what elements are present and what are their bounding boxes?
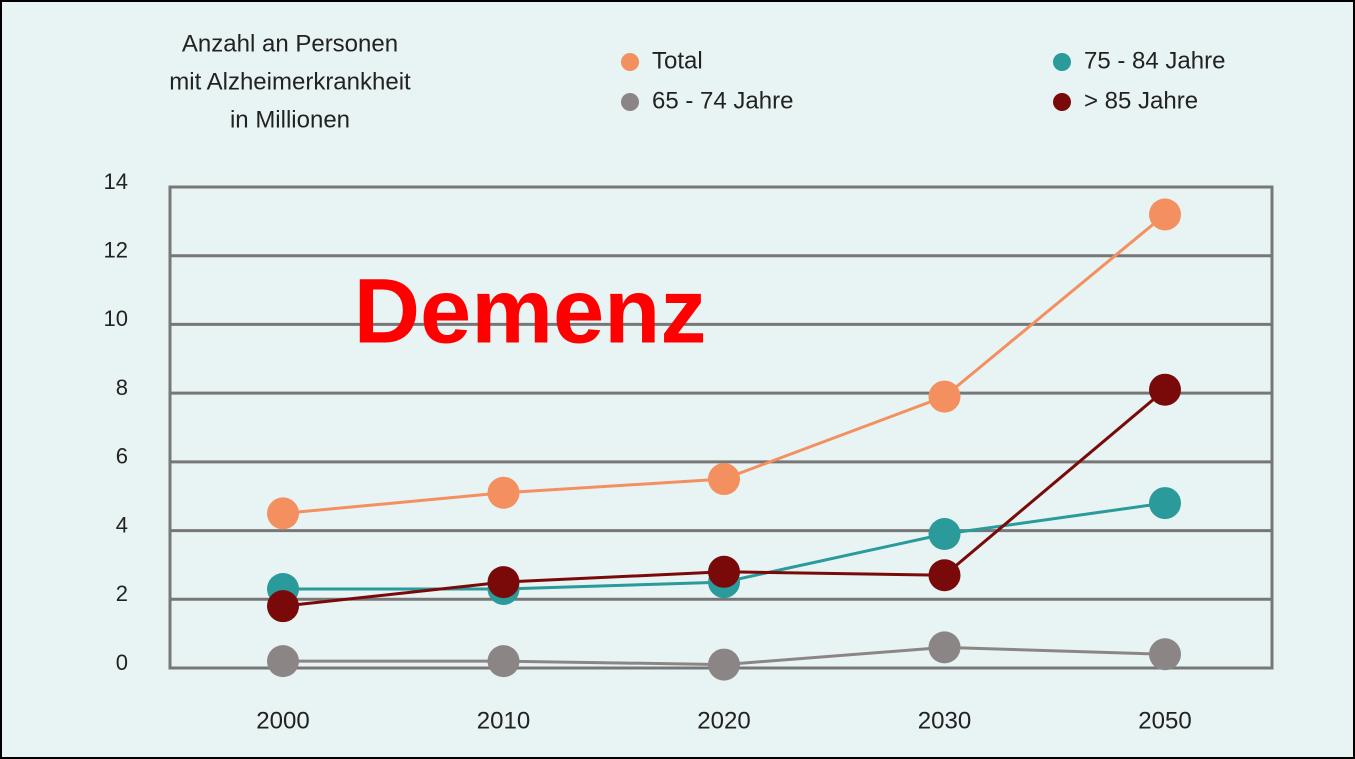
legend-marker bbox=[621, 53, 639, 71]
data-point bbox=[708, 555, 740, 588]
y-tick-label: 4 bbox=[116, 512, 128, 537]
annotation: Demenz bbox=[354, 260, 707, 362]
y-tick-label: 6 bbox=[116, 444, 128, 469]
data-point bbox=[928, 518, 961, 551]
data-point bbox=[267, 497, 299, 530]
data-point bbox=[708, 463, 740, 496]
data-point bbox=[267, 645, 299, 678]
y-tick-label: 10 bbox=[104, 306, 128, 331]
chart-title: Anzahl an Personen bbox=[182, 30, 398, 57]
chart-title: in Millionen bbox=[230, 106, 350, 133]
data-point bbox=[708, 648, 740, 681]
legend-label: 75 - 84 Jahre bbox=[1084, 47, 1225, 74]
legend-marker bbox=[1053, 93, 1071, 111]
y-tick-label: 0 bbox=[116, 650, 128, 675]
data-point bbox=[487, 566, 520, 599]
x-tick-label: 2020 bbox=[697, 707, 750, 734]
legend-label: > 85 Jahre bbox=[1084, 87, 1198, 114]
x-tick-label: 2030 bbox=[918, 707, 971, 734]
data-point bbox=[1149, 373, 1181, 406]
data-point bbox=[1149, 487, 1181, 520]
x-tick-label: 2000 bbox=[256, 707, 309, 734]
x-tick-label: 2010 bbox=[477, 707, 530, 734]
legend-marker bbox=[621, 93, 639, 111]
data-point bbox=[928, 380, 961, 413]
x-tick-label: 2050 bbox=[1138, 707, 1191, 734]
data-point bbox=[267, 590, 299, 623]
y-tick-label: 2 bbox=[116, 581, 128, 606]
y-tick-label: 12 bbox=[104, 238, 128, 263]
y-tick-label: 14 bbox=[104, 169, 128, 194]
chart-title: mit Alzheimerkrankheit bbox=[169, 68, 411, 95]
data-point bbox=[487, 476, 520, 509]
data-point bbox=[1149, 638, 1181, 671]
legend-label: Total bbox=[652, 47, 703, 74]
legend-label: 65 - 74 Jahre bbox=[652, 87, 793, 114]
data-point bbox=[928, 631, 961, 664]
legend-marker bbox=[1053, 53, 1071, 71]
data-point bbox=[1149, 198, 1181, 231]
data-point bbox=[487, 645, 520, 678]
y-tick-label: 8 bbox=[116, 375, 128, 400]
data-point bbox=[928, 559, 961, 592]
